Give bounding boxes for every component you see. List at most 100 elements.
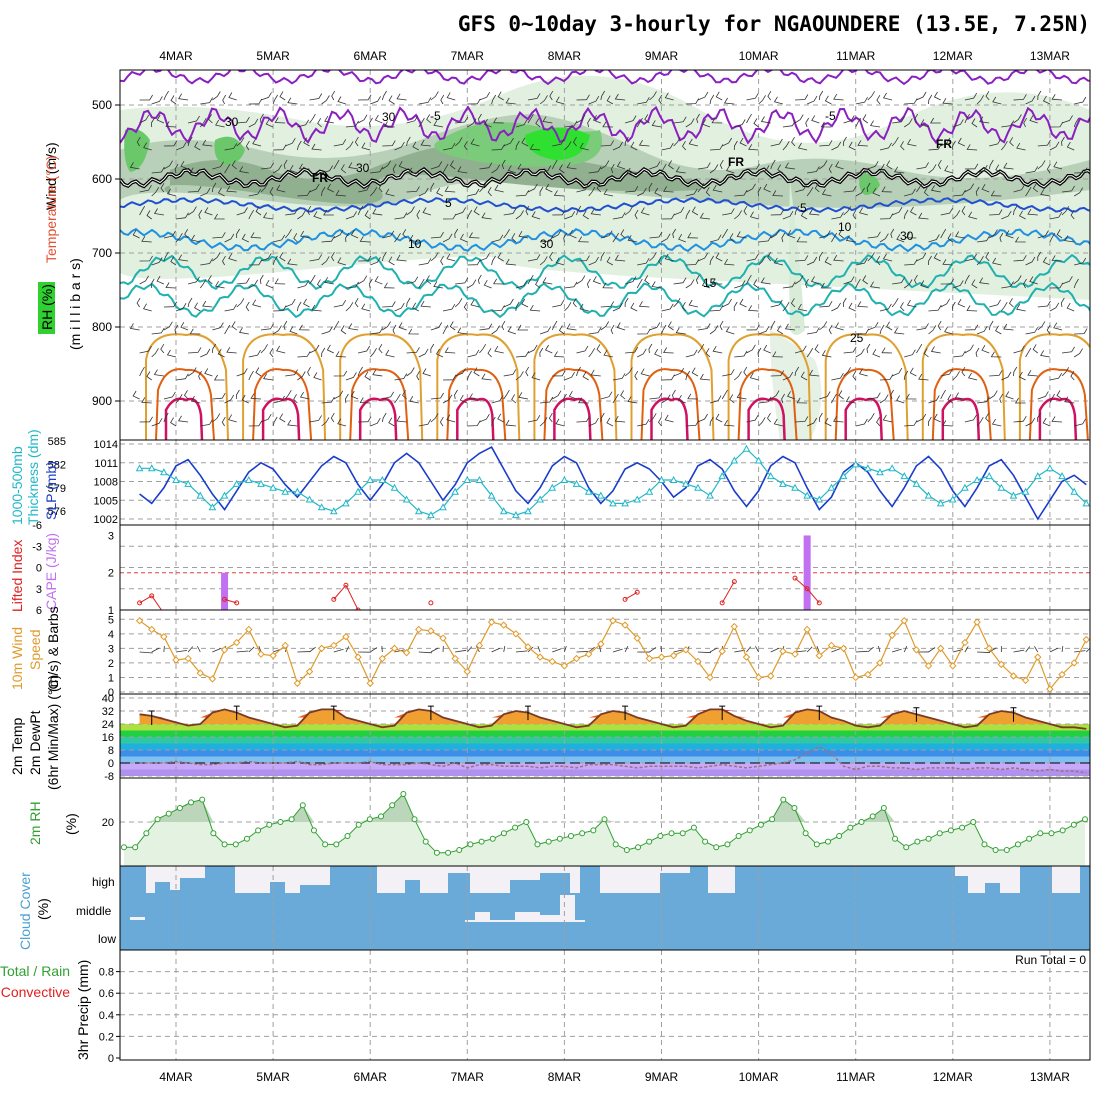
wind-barb: [430, 91, 439, 101]
wind-barb: [163, 412, 169, 423]
wind-barb: [333, 139, 347, 147]
rh-point: [266, 821, 273, 828]
wind-barb: [248, 118, 259, 128]
wind-barb: [422, 368, 432, 377]
wind-barb: [420, 139, 431, 147]
wind-barb: [1027, 369, 1038, 377]
wind-barb: [228, 414, 237, 423]
wind-barb: [525, 205, 530, 216]
max-temp-whisker: [524, 705, 531, 721]
date-label-top: 13MAR: [1030, 49, 1070, 63]
wind-speed-point: [1009, 672, 1018, 680]
wind-speed-point: [949, 662, 957, 670]
wind-barb: [491, 395, 504, 404]
temp-tick-label: 24: [102, 719, 114, 731]
wind-barb: [1016, 303, 1026, 312]
wind-barb: [422, 207, 432, 216]
wind-barb: [991, 418, 1002, 427]
cloud-fill: [120, 866, 1090, 950]
rh-point: [735, 833, 742, 839]
wind-barb: [1013, 94, 1027, 101]
thickness-point: [305, 495, 314, 503]
wind-barb: [491, 164, 501, 174]
wind-barb: [151, 187, 160, 197]
wind-barb: [767, 90, 772, 101]
wind-barb: [491, 234, 504, 243]
wind-barb: [348, 162, 359, 170]
thickness-point: [961, 483, 969, 491]
wind-barb: [345, 302, 354, 312]
rh-point: [757, 821, 764, 828]
wind-barb: [869, 281, 881, 289]
li-point: [792, 575, 798, 581]
wind-barb: [800, 371, 808, 381]
wind-barb: [566, 162, 577, 170]
wind-barb: [335, 351, 346, 358]
wind-barb: [977, 235, 990, 243]
wind-barb: [412, 302, 419, 312]
wind-barb: [1061, 136, 1065, 147]
wind-barb: [132, 390, 140, 400]
wind-barb: [418, 97, 432, 105]
wind-barb: [521, 137, 529, 147]
rh-point: [780, 796, 787, 803]
thickness-point: [342, 499, 350, 507]
wind-barb: [857, 301, 868, 308]
wind-barb: [555, 418, 565, 427]
wind-barb: [848, 141, 856, 151]
wind-barb: [163, 251, 169, 262]
wind-barb: [1018, 371, 1026, 381]
rh-point: [892, 835, 899, 842]
thickness-point: [973, 475, 981, 483]
wind-barb: [794, 114, 804, 124]
wind-barb: [151, 166, 165, 174]
wind-barb: [942, 420, 953, 427]
wind-barb: [163, 230, 176, 239]
rh-point: [679, 830, 686, 837]
wind-barb: [555, 257, 565, 266]
wind-barb: [449, 160, 456, 170]
thickness-point: [596, 491, 605, 499]
wind-speed-point: [269, 651, 277, 660]
wind-barb: [794, 366, 800, 377]
wind-barb: [890, 228, 895, 239]
rh-point: [121, 844, 127, 851]
wind-barb: [542, 116, 553, 124]
rh2m-panel: 20 2m RH (%): [27, 777, 1091, 867]
rh-point: [635, 844, 642, 851]
wind-barb: [928, 325, 937, 335]
wind-barb: [709, 325, 719, 335]
wind-barb: [324, 115, 334, 124]
surface-wind-barb: [624, 646, 629, 653]
cape-bar: [803, 535, 811, 610]
wind-barb: [552, 390, 562, 400]
wind-barb: [139, 416, 153, 423]
wind-barb: [440, 94, 445, 105]
surface-wind-barb: [564, 645, 567, 653]
wind-barb: [455, 277, 469, 285]
rh-point: [344, 833, 351, 839]
thickness-point: [912, 479, 921, 487]
wind-barb: [272, 164, 283, 174]
surface-wind-barb: [903, 646, 908, 653]
wind-barb: [1073, 348, 1083, 358]
wind-barb: [855, 167, 870, 174]
wind-barb: [1029, 276, 1038, 285]
wind-barb: [418, 278, 425, 289]
wind-barb: [904, 349, 916, 358]
thickness-point: [827, 483, 836, 491]
wind-barb: [661, 163, 667, 174]
wind-barb: [293, 233, 298, 243]
wind-barb: [891, 206, 903, 216]
wind-barb: [721, 389, 728, 400]
wind-barb: [1025, 347, 1032, 358]
thickness-point: [232, 479, 241, 487]
slp-tick-label: 1014: [94, 439, 118, 451]
wind-barb: [612, 232, 619, 243]
cloud-high-label: high: [92, 875, 115, 889]
wind-barb: [285, 208, 299, 216]
wind-barb: [988, 390, 998, 400]
wind-barb: [903, 370, 909, 381]
wind-barb: [442, 163, 449, 174]
surface-wind-barb: [491, 647, 500, 653]
